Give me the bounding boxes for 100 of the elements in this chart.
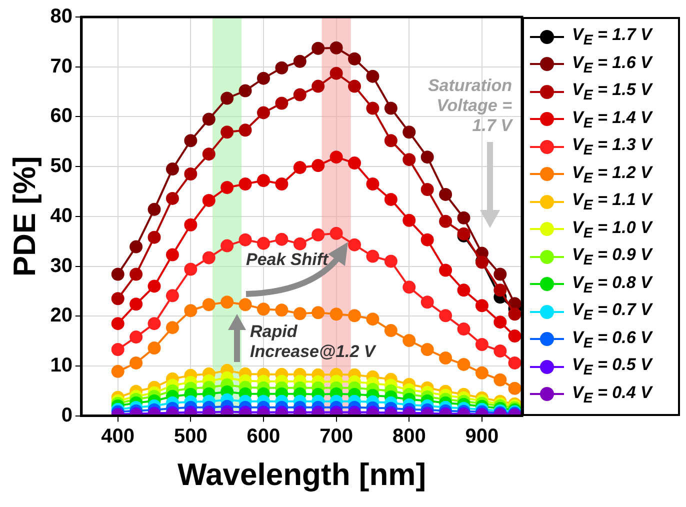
point [439,309,452,322]
point [111,268,124,281]
point [184,168,198,181]
point [402,214,416,227]
point [220,296,234,309]
point [256,174,270,188]
point [293,161,306,174]
point [366,178,380,190]
point [366,312,380,326]
legend-label: V$_{E}$ = 1.1 V [572,190,652,214]
y-axis-title: PDE [%] [7,156,42,277]
point [402,126,416,139]
point [166,321,179,334]
annotation: Peak Shift [246,250,330,270]
point [402,280,416,294]
point [238,124,252,137]
y-tick-label: 80 [50,6,72,28]
point [508,382,522,395]
x-tick-label: 800 [392,425,426,448]
x-tick-label: 700 [320,425,353,448]
point [312,42,325,55]
point [166,248,179,262]
point [494,268,507,281]
point [148,342,161,355]
point [402,334,416,348]
point [275,232,288,246]
point [184,304,198,318]
point [475,366,488,380]
point [256,302,270,316]
point [293,307,306,320]
point [348,238,362,252]
point [494,316,507,329]
annotation: Saturation Voltage = 1.7 V [426,76,512,136]
point [312,80,325,93]
point [202,194,216,207]
point [457,358,470,371]
y-tick-label: 60 [50,105,72,128]
point [384,324,398,338]
point [148,280,161,293]
point [238,178,252,190]
y-tick-label: 10 [50,354,72,376]
point [111,364,124,378]
point [312,228,325,242]
point [202,148,216,161]
point [148,230,161,244]
point [384,102,398,115]
legend-label: V$_{E}$ = 1.5 V [572,80,652,104]
point [166,162,179,176]
point [238,233,252,246]
point [148,317,161,330]
point [130,356,143,370]
point [508,356,522,370]
point [166,289,179,302]
point [148,202,161,216]
point [256,72,270,85]
point [494,373,507,386]
point [348,52,362,66]
point [384,254,398,268]
point [366,102,380,115]
point [275,61,288,74]
point [439,351,452,364]
point [475,299,488,312]
point [402,153,416,166]
point [366,250,380,263]
legend-label: V$_{E}$ = 1.7 V [572,25,652,48]
legend-label: V$_{E}$ = 1.3 V [572,135,652,158]
point [439,188,452,201]
point [348,309,362,322]
point [256,106,270,120]
point [420,233,434,246]
point [220,180,234,194]
point [384,192,398,206]
point [494,284,507,297]
point [348,156,362,170]
legend-label: V$_{E}$ = 1.6 V [572,52,652,76]
point [275,96,288,110]
point [130,298,143,311]
legend-label: V$_{E}$ = 0.7 V [572,300,652,324]
point [184,218,198,232]
x-tick-label: 900 [465,425,499,448]
x-tick-label: 400 [101,425,135,448]
point [420,343,434,356]
point [330,150,343,164]
point [439,264,452,277]
legend-label: V$_{E}$ = 1.0 V [572,218,652,241]
legend-label: V$_{E}$ = 1.4 V [572,108,652,131]
point [293,237,306,250]
point [184,134,198,148]
legend-label: V$_{E}$ = 1.2 V [572,162,652,186]
point [330,308,343,321]
point [111,343,124,356]
point [457,211,470,224]
x-axis-title: Wavelength [nm] [177,456,426,492]
y-tick-label: 30 [50,254,72,277]
point [202,112,216,126]
point [202,298,216,312]
point [220,92,234,105]
annotation: Rapid Increase@1.2 V [250,322,378,362]
point [366,70,380,83]
point [457,284,470,297]
